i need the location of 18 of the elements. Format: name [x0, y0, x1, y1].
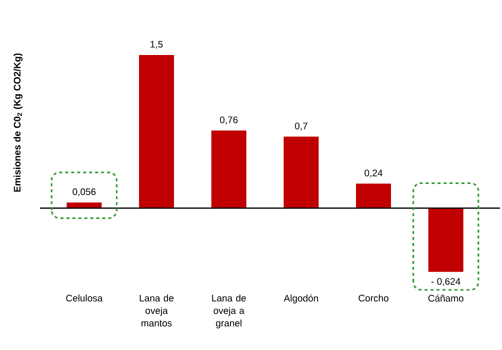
bar — [211, 130, 246, 208]
x-tick-label: Lana de oveja a granel — [212, 294, 246, 328]
bar — [428, 208, 464, 272]
x-tick-label: Cáñamo — [428, 294, 464, 302]
data-label: 0,056 — [72, 188, 96, 196]
x-tick-label: Algodón — [284, 294, 318, 304]
bar — [284, 136, 319, 208]
bar — [356, 184, 392, 208]
x-tick-label: Celulosa — [66, 294, 103, 302]
y-axis-title: Emisiones de C0$_{2}$ (Kg CO2/Kg) — [14, 53, 22, 192]
x-tick-label: Corcho — [358, 294, 388, 302]
data-label: - 0,624 — [431, 278, 460, 286]
data-label: 0,24 — [364, 170, 382, 178]
data-label: 0,7 — [294, 122, 308, 130]
data-label: 0,76 — [220, 116, 238, 124]
bar — [139, 54, 174, 208]
data-label: 1,5 — [150, 41, 163, 49]
x-tick-label: Lana de oveja mantos — [140, 294, 174, 326]
